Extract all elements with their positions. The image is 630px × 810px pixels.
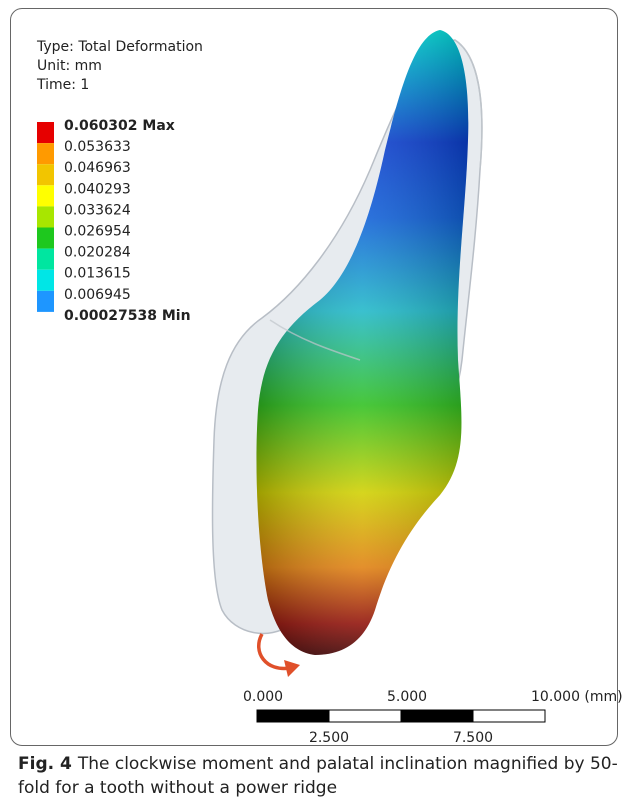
scale-label: 7.500 [453,730,493,746]
legend-swatch [37,249,54,270]
legend-label: 0.026954 [64,224,131,240]
figure: 0.060302 Max 0.053633 0.046963 0.040293 0.03… [0,0,630,810]
legend-label: 0.040293 [64,181,131,197]
scale-bar: 0.000 5.000 10.000 (mm) 2.500 7.500 [243,689,623,746]
legend-swatch [37,206,54,227]
tooth-shading [256,30,468,655]
header-line: Time: 1 [36,77,89,93]
legend-label: 0.006945 [64,287,131,303]
legend-swatch [37,270,54,291]
legend-swatch [37,228,54,249]
legend-swatch [37,143,54,164]
legend-swatch [37,185,54,206]
legend-label: 0.046963 [64,160,131,176]
legend: 0.060302 Max 0.053633 0.046963 0.040293 0.03… [37,118,191,324]
header: Type: Total Deformation Unit: mm Time: 1 [36,39,203,93]
scale-label: 10.000 (mm) [531,689,623,705]
caption-label: Fig. 4 [18,754,72,774]
scale-label: 5.000 [387,689,427,705]
legend-label: 0.033624 [64,202,131,218]
rotation-arrowhead [284,660,300,677]
page: {"header": {"type": "Type: Total Deforma… [0,0,630,810]
scale-segment [329,710,401,722]
header-line: Unit: mm [37,58,102,74]
legend-label: 0.053633 [64,139,131,155]
scale-segment [257,710,329,722]
legend-label: 0.00027538 Min [64,308,191,324]
legend-swatch [37,122,54,143]
caption-text: The clockwise moment and palatal inclina… [18,754,618,798]
scale-segment [401,710,473,722]
legend-label: 0.060302 Max [64,118,175,134]
scale-segment [473,710,545,722]
legend-label: 0.013615 [64,266,131,282]
legend-swatch [37,291,54,312]
header-line: Type: Total Deformation [36,39,203,55]
legend-label: 0.020284 [64,245,131,261]
scale-label: 2.500 [309,730,349,746]
scale-label: 0.000 [243,689,283,705]
legend-swatch [37,164,54,185]
